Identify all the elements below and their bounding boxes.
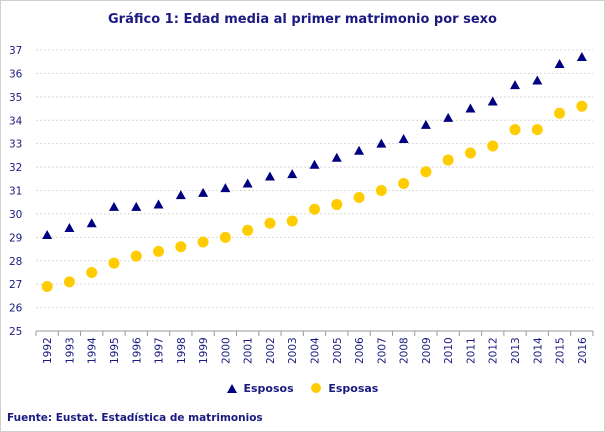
x-tick-label: 2000 — [220, 337, 232, 364]
x-tick-label: 2009 — [421, 337, 433, 364]
x-tick-label: 2016 — [577, 337, 589, 364]
y-tick-label: 31 — [9, 186, 22, 198]
y-tick-label: 25 — [9, 326, 22, 338]
x-tick-label: 2003 — [287, 337, 299, 364]
x-tick-label: 2015 — [555, 337, 567, 364]
y-tick-label: 32 — [9, 162, 22, 174]
point-esposos — [264, 171, 275, 181]
legend-marker-esposas — [311, 383, 322, 393]
point-esposos — [354, 145, 365, 155]
point-esposas — [242, 224, 254, 236]
x-tick-label: 2013 — [510, 337, 522, 364]
y-tick-label: 28 — [9, 256, 22, 268]
point-esposas — [331, 199, 343, 211]
point-esposos — [532, 75, 543, 85]
point-esposos — [242, 178, 253, 188]
point-esposas — [464, 147, 476, 159]
point-esposas — [63, 276, 75, 288]
point-esposos — [331, 152, 342, 162]
y-tick-label: 26 — [9, 303, 23, 315]
x-tick-label: 1993 — [64, 337, 76, 364]
point-esposas — [309, 203, 320, 215]
x-tick-label: 2001 — [243, 337, 255, 364]
point-esposos — [42, 229, 53, 239]
point-esposas — [108, 257, 120, 269]
point-esposos — [175, 190, 186, 200]
x-tick-label: 2012 — [488, 337, 500, 364]
legend-label-esposas: Esposas — [328, 381, 379, 395]
point-esposas — [130, 250, 142, 262]
x-tick-label: 2007 — [376, 337, 388, 364]
x-tick-label: 1996 — [131, 337, 143, 364]
x-tick-label: 1992 — [42, 337, 54, 364]
y-tick-label: 35 — [9, 92, 22, 104]
point-esposos — [398, 133, 409, 143]
point-esposas — [41, 281, 53, 293]
point-esposos — [108, 201, 119, 211]
legend-marker-esposos — [226, 383, 237, 393]
point-esposas — [398, 177, 410, 189]
point-esposas — [420, 166, 432, 178]
point-esposas — [442, 154, 454, 166]
x-tick-label: 1999 — [198, 337, 210, 364]
y-tick-label: 27 — [9, 279, 22, 291]
y-tick-label: 33 — [9, 139, 22, 151]
point-esposas — [375, 185, 387, 196]
point-esposos — [287, 169, 298, 179]
x-tick-label: 2008 — [399, 337, 411, 364]
x-tick-label: 2014 — [532, 337, 544, 364]
point-esposos — [86, 218, 97, 228]
y-tick-label: 30 — [9, 209, 22, 221]
x-tick-label: 2004 — [310, 337, 322, 364]
chart-title: Gráfico 1: Edad media al primer matrimon… — [108, 12, 497, 27]
y-tick-label: 34 — [9, 115, 23, 127]
point-esposas — [175, 241, 187, 253]
point-esposos — [153, 199, 164, 209]
point-esposos — [510, 80, 521, 90]
point-esposos — [443, 112, 454, 122]
x-tick-label: 2006 — [354, 337, 366, 364]
point-esposos — [220, 183, 231, 193]
point-esposas — [576, 100, 588, 112]
point-esposas — [554, 107, 566, 119]
legend-label-esposos: Esposos — [243, 381, 294, 395]
point-esposas — [264, 217, 276, 229]
x-tick-label: 1997 — [154, 337, 166, 364]
source-note: Fuente: Eustat. Estadística de matrimoni… — [7, 412, 263, 424]
point-esposos — [487, 96, 498, 106]
x-tick-label: 1998 — [176, 337, 188, 364]
point-esposas — [487, 140, 499, 152]
point-esposas — [86, 266, 98, 278]
x-tick-label: 2005 — [332, 337, 344, 364]
point-esposas — [286, 215, 298, 227]
point-esposos — [465, 103, 476, 113]
y-tick-label: 37 — [9, 45, 22, 57]
point-esposas — [509, 124, 521, 136]
point-esposas — [531, 124, 543, 136]
y-tick-label: 29 — [9, 232, 22, 244]
x-tick-label: 2010 — [443, 337, 455, 364]
point-esposas — [197, 236, 209, 248]
point-esposos — [420, 119, 431, 129]
point-esposas — [153, 245, 165, 257]
point-esposos — [309, 159, 320, 169]
x-tick-label: 2011 — [465, 337, 477, 364]
point-esposas — [353, 192, 365, 204]
point-esposos — [198, 187, 209, 197]
point-esposos — [64, 222, 75, 232]
x-tick-label: 1995 — [109, 337, 121, 364]
point-esposos — [576, 52, 587, 62]
point-esposas — [219, 231, 231, 243]
legend: Esposos Esposas — [1, 381, 604, 395]
y-tick-label: 36 — [9, 68, 23, 80]
x-tick-label: 1994 — [87, 337, 99, 364]
point-esposos — [554, 59, 565, 69]
point-esposos — [131, 201, 142, 211]
point-esposos — [376, 138, 387, 148]
x-tick-label: 2002 — [265, 337, 277, 364]
